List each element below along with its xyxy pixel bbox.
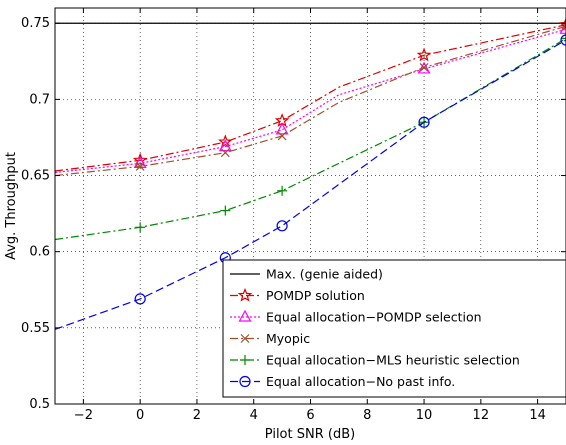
plus-marker — [220, 205, 231, 216]
circle-marker — [560, 34, 566, 46]
legend-label: Equal allocation−No past info. — [266, 374, 455, 389]
x-tick-label: 8 — [363, 408, 371, 423]
plus-marker — [561, 33, 566, 44]
star-marker — [416, 47, 432, 62]
y-tick-label: 0.5 — [29, 397, 50, 412]
series-6 — [54, 34, 566, 330]
y-axis-label: Avg. Throughput — [4, 152, 19, 260]
x-tick-label: 12 — [473, 408, 490, 423]
plus-marker — [240, 355, 250, 365]
x-tick-label: 0 — [136, 408, 144, 423]
y-tick-label: 0.6 — [29, 245, 50, 260]
triangle-marker — [238, 309, 252, 322]
legend-label: Max. (genie aided) — [266, 267, 383, 282]
legend-entry: Equal allocation−POMDP selection — [230, 310, 482, 325]
x-marker — [220, 148, 230, 158]
x-tick-label: 4 — [250, 408, 258, 423]
triangle-marker — [218, 139, 232, 152]
series-line — [54, 24, 566, 172]
series-line — [54, 28, 566, 174]
plus-marker — [277, 185, 288, 196]
circle-marker — [418, 116, 430, 128]
x-tick-label: −2 — [74, 408, 93, 423]
legend-entry: Max. (genie aided) — [230, 267, 383, 282]
axis-ticks: −2 0 2 4 6 8 10 12 14 0.5 0.55 0.6 0.65 0.7 0.75 — [21, 8, 566, 423]
legend-label: Equal allocation−MLS heuristic selection — [266, 353, 520, 368]
legend-label: Equal allocation−POMDP selection — [266, 310, 482, 325]
x-marker — [277, 131, 287, 141]
series-line — [54, 39, 566, 330]
series-4 — [54, 21, 566, 177]
legend-entry: POMDP solution — [230, 287, 365, 303]
y-tick-label: 0.55 — [21, 321, 50, 336]
x-marker — [419, 62, 429, 72]
circle-marker — [276, 220, 288, 232]
x-tick-label: 10 — [416, 408, 433, 423]
x-axis-label: Pilot SNR (dB) — [265, 427, 355, 442]
legend-box — [222, 259, 566, 398]
legend-label: POMDP solution — [266, 288, 365, 303]
x-marker — [135, 161, 145, 171]
star-marker — [237, 287, 253, 302]
star-marker — [218, 134, 233, 149]
triangle-marker — [275, 122, 289, 135]
y-tick-label: 0.65 — [21, 169, 50, 184]
x-marker — [240, 334, 250, 343]
legend-entry: Equal allocation−MLS heuristic selection — [230, 353, 520, 368]
circle-marker — [239, 375, 251, 388]
y-tick-label: 0.75 — [21, 16, 50, 31]
legend-entry: Equal allocation−No past info. — [230, 374, 455, 389]
circle-marker — [134, 293, 146, 305]
plus-marker — [135, 222, 146, 233]
legend: Max. (genie aided) POMDP solution Equal al… — [222, 259, 566, 398]
legend-entry: Myopic — [230, 331, 310, 346]
triangle-marker — [133, 156, 147, 168]
series-layer — [54, 17, 566, 330]
x-tick-label: 6 — [306, 408, 314, 423]
legend-label: Myopic — [266, 331, 310, 346]
x-tick-label: 2 — [193, 408, 201, 423]
x-tick-label: 14 — [529, 408, 546, 423]
y-tick-label: 0.7 — [29, 92, 50, 107]
series-line — [54, 37, 566, 241]
